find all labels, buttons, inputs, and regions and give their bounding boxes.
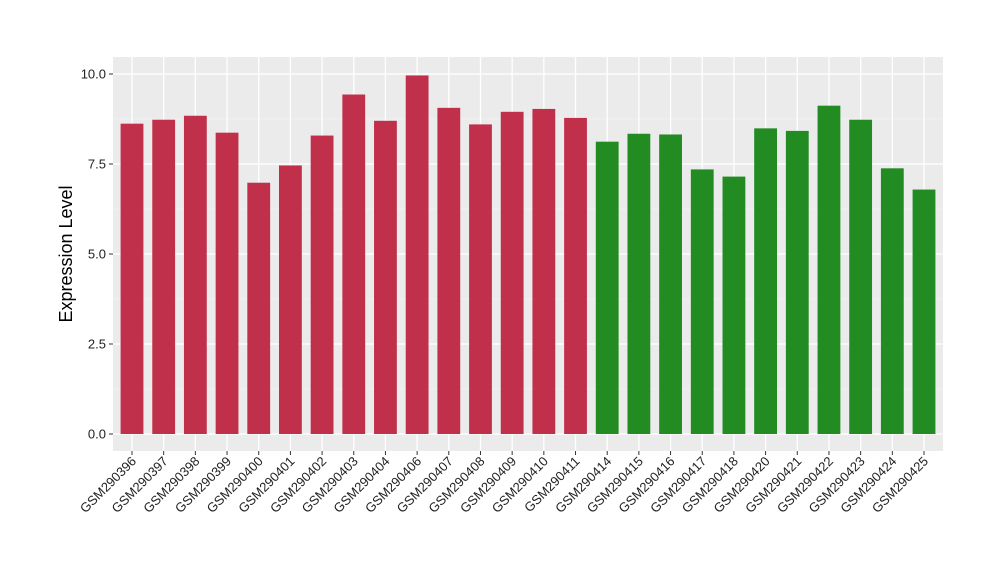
bar-GSM290421 <box>785 130 809 434</box>
bar-GSM290411 <box>564 117 587 435</box>
bar-GSM290417 <box>690 169 714 434</box>
y-axis: 0.0 2.5 5.0 7.5 10.0 <box>81 67 113 442</box>
bar-GSM290401 <box>279 165 302 434</box>
bar-GSM290416 <box>659 134 682 435</box>
bar-GSM290406 <box>405 75 429 434</box>
y-tick-label: 0.0 <box>88 427 106 442</box>
bar-GSM290414 <box>595 141 619 434</box>
bar-GSM290397 <box>152 119 176 434</box>
bar-GSM290409 <box>500 111 524 435</box>
y-tick-label: 5.0 <box>88 247 106 262</box>
y-tick-label: 10.0 <box>81 67 106 82</box>
bar-GSM290418 <box>722 176 746 434</box>
bar-GSM290425 <box>912 189 936 434</box>
bar-GSM290424 <box>880 168 904 434</box>
y-tick-label: 2.5 <box>88 337 106 352</box>
bar-GSM290398 <box>183 115 207 434</box>
bar-GSM290396 <box>120 123 144 435</box>
bar-GSM290420 <box>754 128 778 435</box>
bar-GSM290407 <box>437 107 461 434</box>
bar-GSM290399 <box>215 132 239 434</box>
bars <box>120 75 936 435</box>
bar-GSM290403 <box>342 94 366 435</box>
bar-GSM290423 <box>849 119 873 434</box>
bar-GSM290410 <box>532 108 556 435</box>
bar-GSM290415 <box>627 133 651 434</box>
y-tick-label: 7.5 <box>88 157 106 172</box>
bar-GSM290400 <box>247 182 271 434</box>
bar-GSM290422 <box>817 105 841 435</box>
bar-GSM290408 <box>469 124 492 435</box>
bar-GSM290404 <box>374 120 397 435</box>
x-axis: GSM290396GSM290397GSM290398GSM290399GSM2… <box>77 451 931 516</box>
bar-GSM290402 <box>310 135 334 434</box>
y-axis-title: Expression Level <box>56 185 76 322</box>
